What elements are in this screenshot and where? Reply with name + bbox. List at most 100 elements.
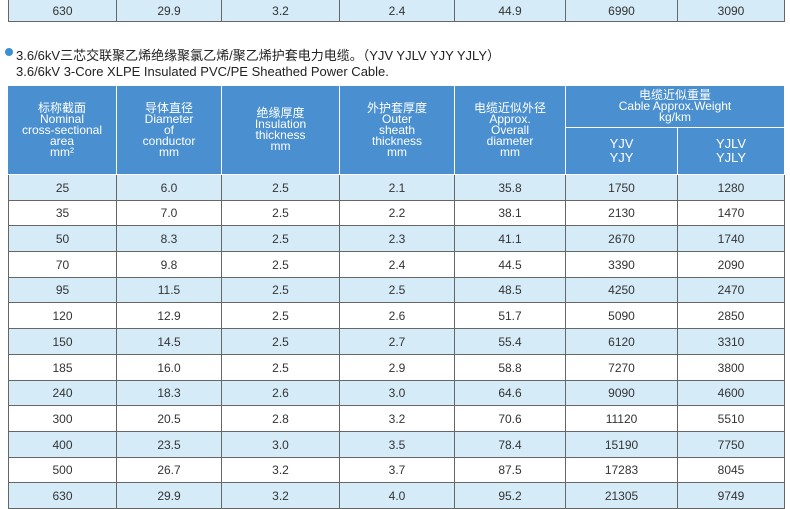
table-cell: 55.4 (455, 329, 566, 355)
header-cell: YJLV YJLY (678, 128, 785, 175)
table-cell: 20.5 (117, 406, 222, 432)
table-cell: 17283 (566, 458, 678, 483)
header-line: YJV (609, 136, 634, 151)
table-cell: 3800 (678, 355, 785, 381)
table-cell: 1750 (566, 175, 678, 201)
table-cell: 18.3 (117, 381, 222, 406)
table-cell: 2090 (678, 252, 785, 278)
table-cell: 5510 (678, 406, 785, 432)
table-cell: 8.3 (117, 226, 222, 252)
table-cell: 300 (8, 406, 117, 432)
table-cell: 4250 (566, 278, 678, 303)
header-line: thickness (255, 128, 306, 142)
table-cell: 58.8 (455, 355, 566, 381)
table-cell: 2.3 (340, 226, 455, 252)
header-line: of (163, 122, 174, 137)
heading-cn: 3.6/6kV三芯交联聚乙烯绝缘聚氯乙烯/聚乙烯护套电力电缆。（YJV YJLV… (16, 48, 500, 63)
table-cell: 14.5 (117, 329, 222, 355)
table-cell: 2.5 (222, 329, 340, 355)
table-cell: 11.5 (117, 278, 222, 303)
header-line: diameter (486, 133, 534, 148)
table-cell: 7.0 (117, 201, 222, 226)
table-cell: 6120 (566, 329, 678, 355)
table-cell: 25 (8, 175, 117, 201)
table-cell: 38.1 (455, 201, 566, 226)
table-cell: 3.2 (340, 406, 455, 432)
table-cell: 9090 (566, 381, 678, 406)
table-cell: 2850 (678, 303, 785, 329)
header-line: mm (500, 144, 520, 159)
table-cell: 3.2 (222, 458, 340, 483)
table-cell: 2.4 (340, 0, 455, 22)
table-cell: 70.6 (455, 406, 566, 432)
table-cell: 4600 (678, 381, 785, 406)
header-line: Diameter (144, 111, 194, 126)
header-line: conductor (142, 133, 196, 148)
header-line: 标称截面 (37, 100, 86, 115)
table-cell: 2.5 (222, 226, 340, 252)
table-cell: 5090 (566, 303, 678, 329)
table-cell: 48.5 (455, 278, 566, 303)
header-line: kg/km (658, 110, 691, 124)
header-cell: 导体直径 Diameter of conductor mm (117, 86, 222, 175)
table-cell: 2.9 (340, 355, 455, 381)
table-cell: 6.0 (117, 175, 222, 201)
header-line: area (49, 133, 75, 148)
header-cell: 电缆近似外径 Approx. Overall diameter mm (455, 86, 566, 175)
table-cell: 500 (8, 458, 117, 483)
table-cell: 2.5 (222, 252, 340, 278)
table-cell: 1470 (678, 201, 785, 226)
table-cell: 3.2 (222, 483, 340, 509)
table-cell: 2.6 (222, 381, 340, 406)
header-line: 外护套厚度 (366, 100, 427, 115)
table-cell: 3.5 (340, 432, 455, 458)
table-cell: 12.9 (117, 303, 222, 329)
table-cell: 41.1 (455, 226, 566, 252)
table-cell: 7270 (566, 355, 678, 381)
header-line: Nominal (39, 111, 84, 126)
table-cell: 21305 (566, 483, 678, 509)
table-cell: 6990 (566, 0, 678, 22)
table-cell: 3.7 (340, 458, 455, 483)
table-cell: 9749 (678, 483, 785, 509)
header-line: Approx. (489, 111, 531, 126)
table-cell: 44.5 (455, 252, 566, 278)
table-cell: 35 (8, 201, 117, 226)
header-line: YJLV (715, 136, 747, 151)
table-cell: 2.6 (340, 303, 455, 329)
table-cell: 400 (8, 432, 117, 458)
table-cell: 2.2 (340, 201, 455, 226)
table-cell: 29.9 (117, 483, 222, 509)
header-line: Overall (490, 122, 529, 137)
table-cell: 35.8 (455, 175, 566, 201)
header-line: YJY (609, 150, 634, 165)
table-cell: 70 (8, 252, 117, 278)
table-cell: 9.8 (117, 252, 222, 278)
table-cell: 2.7 (340, 329, 455, 355)
header-cell: 标称截面 Nominal cross-sectional area mm² (8, 86, 117, 175)
table-cell: 87.5 (455, 458, 566, 483)
table-cell: 630 (8, 0, 117, 22)
header-line: Insulation (254, 117, 307, 131)
table-cell: 2.5 (222, 355, 340, 381)
table-cell: 2130 (566, 201, 678, 226)
table-cell: 2670 (566, 226, 678, 252)
header-cell: 电缆近似重量 Cable Approx.Weight kg/km (566, 86, 785, 128)
table-cell: 51.7 (455, 303, 566, 329)
header-line: cross-sectional (21, 122, 103, 137)
header-line: mm (159, 144, 179, 159)
table-cell: 11120 (566, 406, 678, 432)
table-cell: 2.1 (340, 175, 455, 201)
table-cell: 150 (8, 329, 117, 355)
table-cell: 1740 (678, 226, 785, 252)
bullet (5, 48, 13, 56)
table-cell: 2.5 (222, 278, 340, 303)
header-cell: YJV YJY (566, 128, 678, 175)
header-line: mm (387, 144, 407, 159)
table-cell: 240 (8, 381, 117, 406)
header-line: 电缆近似外径 (473, 100, 546, 115)
table-cell: 23.5 (117, 432, 222, 458)
table-cell: 2.5 (222, 201, 340, 226)
table-cell: 185 (8, 355, 117, 381)
table-cell: 2.5 (222, 175, 340, 201)
